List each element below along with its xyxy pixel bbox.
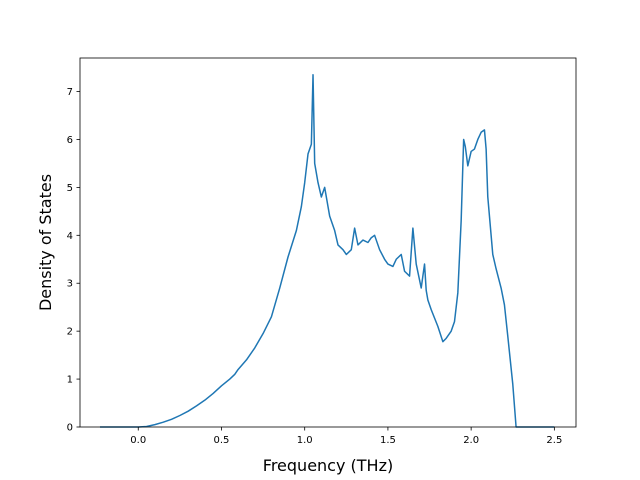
x-tick-label: 2.0 (463, 435, 479, 446)
x-tick-label: 2.5 (546, 435, 562, 446)
y-tick-label: 0 (67, 423, 73, 434)
y-tick-label: 4 (67, 231, 73, 242)
x-tick-label: 1.5 (380, 435, 396, 446)
plot-layer (99, 74, 555, 428)
axes-frame (79, 57, 577, 428)
x-axis-label: Frequency (THz) (263, 456, 393, 475)
y-tick-label: 1 (67, 375, 73, 386)
x-tick-label: 0.5 (214, 435, 230, 446)
y-tick-label: 7 (67, 87, 73, 98)
x-ticks: 0.0 0.5 1.0 1.5 2.0 2.5 (130, 427, 562, 446)
y-tick-label: 2 (67, 327, 73, 338)
y-tick-label: 6 (67, 135, 73, 146)
y-ticks: 0 1 2 3 4 5 6 7 (67, 87, 80, 434)
y-axis-label: Density of States (36, 174, 55, 311)
x-tick-label: 1.0 (297, 435, 313, 446)
y-tick-label: 3 (67, 279, 73, 290)
y-tick-label: 5 (67, 183, 73, 194)
dos-line-series-0 (99, 74, 555, 428)
x-tick-label: 0.0 (130, 435, 146, 446)
